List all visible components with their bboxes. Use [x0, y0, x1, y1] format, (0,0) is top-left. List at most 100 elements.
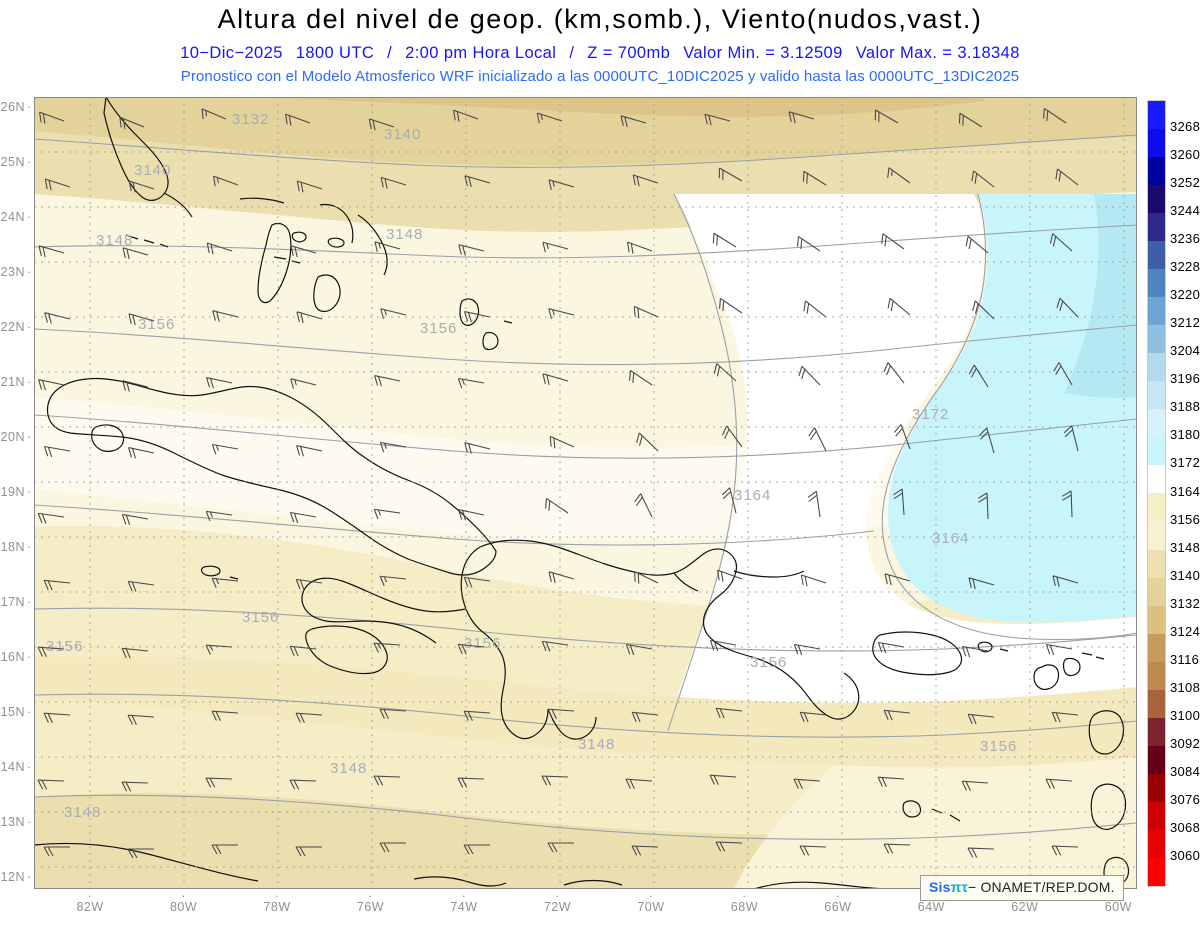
- contour-label: 3148: [64, 804, 101, 821]
- contour-label: 3148: [578, 736, 615, 753]
- lon-tick-66w: 66W: [824, 900, 852, 914]
- lat-tick-dash: ·: [27, 815, 32, 829]
- colorbar-tick-3236: 3236: [1170, 231, 1200, 247]
- chart-subtitle: 10−Dic−2025 1800 UTC / 2:00 pm Hora Loca…: [0, 44, 1200, 63]
- colorbar-swatch[interactable]: [1148, 409, 1165, 438]
- lat-tick-25n: 25N: [0, 155, 25, 169]
- lon-tick-64w: 64W: [917, 900, 945, 914]
- colorbar-swatch[interactable]: [1148, 213, 1165, 242]
- colorbar-swatch[interactable]: [1148, 353, 1165, 382]
- colorbar-swatch[interactable]: [1148, 689, 1165, 718]
- contour-label: 3156: [46, 638, 83, 655]
- colorbar-swatch[interactable]: [1148, 129, 1165, 158]
- colorbar-swatch[interactable]: [1148, 241, 1165, 270]
- colorbar-swatch[interactable]: [1148, 521, 1165, 550]
- subtitle-level: Z = 700mb: [587, 44, 671, 62]
- colorbar-swatch[interactable]: [1148, 829, 1165, 858]
- contour-label: 3148: [96, 232, 133, 249]
- contour-label: 3148: [386, 226, 423, 243]
- colorbar-tick-3084: 3084: [1170, 763, 1200, 779]
- colorbar-swatch[interactable]: [1148, 269, 1165, 298]
- lon-tick-dash: ·: [274, 889, 280, 903]
- lat-tick-dash: ·: [27, 375, 32, 389]
- contour-label: 3156: [750, 654, 787, 671]
- lon-tick-dash: ·: [835, 889, 841, 903]
- colorbar-swatch[interactable]: [1148, 185, 1165, 214]
- colorbar-swatch[interactable]: [1148, 465, 1165, 494]
- lon-tick-72w: 72W: [543, 900, 572, 914]
- lat-tick-23n: 23N: [0, 265, 25, 279]
- colorbar-tick-3060: 3060: [1170, 847, 1200, 863]
- subtitle-sep1: /: [387, 44, 393, 62]
- lat-tick-dash: ·: [27, 100, 32, 114]
- lat-tick-dash: ·: [27, 155, 32, 169]
- coastlines: [34, 97, 1130, 889]
- colorbar-tick-3204: 3204: [1170, 343, 1200, 359]
- forecast-note: Pronostico con el Modelo Atmosferico WRF…: [180, 68, 1020, 85]
- colorbar-tick-3180: 3180: [1170, 427, 1200, 443]
- colorbar-swatch[interactable]: [1148, 549, 1165, 578]
- lon-tick-dash: ·: [648, 889, 654, 903]
- lat-tick-20n: 20N: [0, 430, 25, 444]
- colorbar-tick-3244: 3244: [1170, 203, 1200, 219]
- colorbar-swatch[interactable]: [1148, 493, 1165, 522]
- lat-tick-dash: ·: [27, 485, 32, 499]
- lon-tick-dash: ·: [461, 889, 467, 903]
- colorbar-tick-3212: 3212: [1170, 315, 1200, 331]
- lon-tick-68w: 68W: [730, 900, 758, 914]
- colorbar-swatch[interactable]: [1148, 157, 1165, 186]
- colorbar-swatch[interactable]: [1148, 101, 1165, 130]
- lat-tick-15n: 15N: [0, 705, 25, 719]
- contour-labels: 3132 3140 3140 3148 3148 3156 3156 3172 …: [46, 111, 1016, 821]
- colorbar-swatch[interactable]: [1148, 297, 1165, 326]
- lat-tick-dash: ·: [27, 650, 32, 664]
- map-panel[interactable]: 3132 3140 3140 3148 3148 3156 3156 3172 …: [34, 97, 1137, 889]
- colorbar-tick-3220: 3220: [1170, 287, 1200, 303]
- colorbar-tick-3228: 3228: [1170, 259, 1200, 275]
- contour-label: 3172: [912, 406, 949, 423]
- lat-tick-12n: 12N: [0, 870, 25, 884]
- lat-tick-26n: 26N: [0, 100, 25, 114]
- colorbar-swatch[interactable]: [1148, 633, 1165, 662]
- colorbar-swatch[interactable]: [1148, 857, 1165, 886]
- colorbar-tick-3116: 3116: [1170, 651, 1200, 667]
- colorbar-swatch[interactable]: [1148, 717, 1165, 746]
- colorbar-tick-3268: 3268: [1170, 119, 1200, 135]
- contour-label: 3156: [242, 609, 279, 626]
- contour-label: 3156: [464, 635, 501, 652]
- colorbar-swatch[interactable]: [1148, 745, 1165, 774]
- lat-tick-14n: 14N: [0, 760, 25, 774]
- contour-label: 3156: [420, 320, 457, 337]
- colorbar-swatch[interactable]: [1148, 381, 1165, 410]
- subtitle-local: 2:00 pm Hora Local: [405, 44, 557, 62]
- lon-tick-dash: ·: [181, 889, 186, 903]
- colorbar-swatch[interactable]: [1148, 577, 1165, 606]
- lon-tick-dash: ·: [87, 889, 93, 903]
- map-canvas[interactable]: 3132 3140 3140 3148 3148 3156 3156 3172 …: [34, 97, 1137, 889]
- colorbar-tick-3068: 3068: [1170, 819, 1200, 835]
- lon-tick-dash: ·: [555, 889, 560, 903]
- contour-label: 3140: [134, 162, 171, 179]
- logo-tt-text: πτ: [950, 879, 968, 895]
- colorbar-swatch[interactable]: [1148, 605, 1165, 634]
- contour-label: 3156: [138, 316, 175, 333]
- lat-tick-22n: 22N: [0, 320, 25, 334]
- lat-tick-16n: 16N: [0, 650, 25, 664]
- colorbar-tick-3076: 3076: [1170, 791, 1200, 807]
- shaded-height-field: [34, 97, 1137, 889]
- lat-tick-dash: ·: [27, 595, 32, 609]
- colorbar-swatch[interactable]: [1148, 661, 1165, 690]
- colorbar-tick-3124: 3124: [1170, 623, 1200, 639]
- colorbar-swatch[interactable]: [1148, 325, 1165, 354]
- colorbar[interactable]: [1147, 100, 1166, 887]
- lat-tick-dash: ·: [27, 540, 32, 554]
- colorbar-swatch[interactable]: [1148, 437, 1165, 466]
- lat-tick-dash: ·: [27, 265, 32, 279]
- lat-tick-24n: 24N: [0, 210, 25, 224]
- colorbar-swatch[interactable]: [1148, 801, 1165, 830]
- colorbar-tick-3100: 3100: [1170, 707, 1200, 723]
- subtitle-date: 10−Dic−2025: [180, 44, 283, 62]
- colorbar-swatch[interactable]: [1148, 773, 1165, 802]
- lon-tick-78w: 78W: [263, 900, 291, 914]
- lat-tick-18n: 18N: [0, 540, 25, 554]
